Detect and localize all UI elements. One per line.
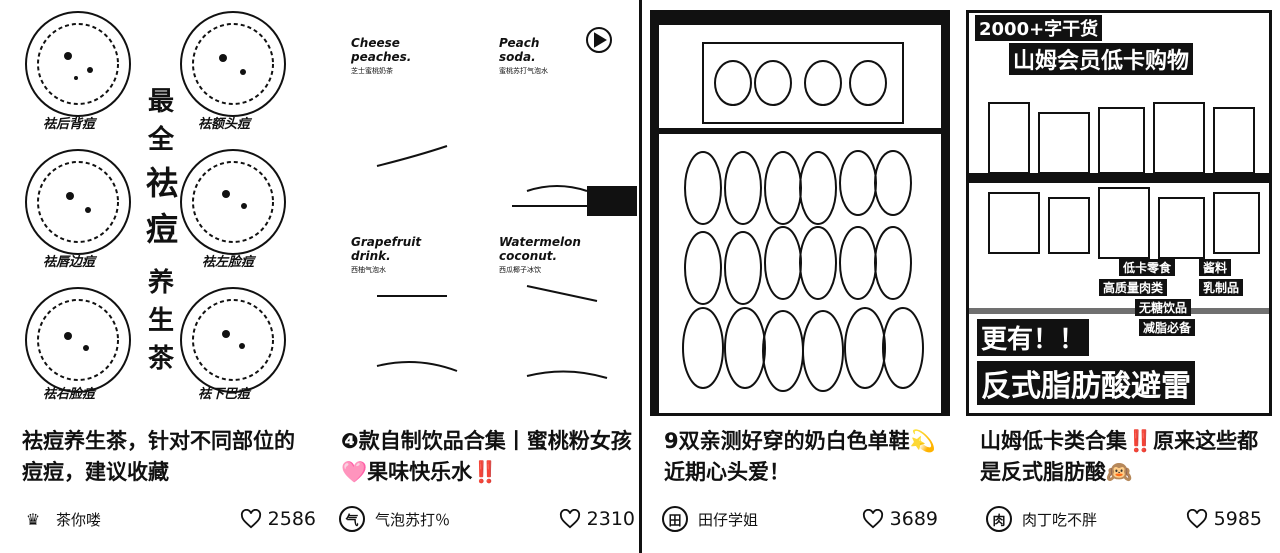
heart-icon[interactable] (1186, 509, 1208, 529)
cover-headline: 山姆会员低卡购物 (1009, 43, 1194, 75)
drink-subtitle: 西瓜椰子冰饮 (499, 266, 541, 274)
drink-subtitle: 芝士蜜桃奶茶 (351, 67, 393, 75)
shoes-photo (653, 13, 947, 413)
author[interactable]: ♛ 茶你喽 (20, 505, 101, 533)
drink-subtitle: 西柚气泡水 (351, 266, 386, 274)
drink-name: Cheese peaches. (351, 36, 412, 64)
drink-name: Watermelon coconut. (499, 235, 581, 263)
bowl-label: 祛下巴痘 (198, 387, 251, 402)
like-button[interactable]: 3689 (862, 505, 938, 533)
author-name[interactable]: 田仔学姐 (698, 510, 759, 529)
cover-sub-headline: 更有！！ (977, 319, 1090, 356)
drink-subtitle: 蜜桃苏打气泡水 (499, 67, 548, 75)
like-count: 5985 (1213, 508, 1262, 530)
like-count: 2310 (586, 508, 635, 530)
like-button[interactable]: 5985 (1186, 505, 1262, 533)
note-cover-image[interactable] (650, 10, 950, 416)
cover-char: 痘 (146, 210, 179, 248)
note-card[interactable]: 2000+字干货 山姆会员低卡购物 低卡零食 酱料 高质量肉类 乳制品 无糖饮品… (966, 0, 1272, 553)
bowl-label: 祛右脸痘 (43, 387, 96, 402)
note-card[interactable]: Cheese peaches. 芝士蜜桃奶茶 Peach soda. 蜜桃苏打气… (337, 0, 637, 553)
avatar[interactable]: ♛ (20, 506, 46, 532)
tea-bowls-illustration (25, 11, 286, 393)
column-divider (639, 0, 642, 553)
avatar[interactable]: 气 (339, 506, 365, 532)
cover-tag: 低卡零食 (1119, 259, 1176, 276)
heart-icon[interactable] (559, 509, 581, 529)
cover-top-banner: 2000+字干货 (975, 15, 1103, 41)
note-title[interactable]: 祛痘养生茶，针对不同部位的痘痘，建议收藏 (22, 429, 295, 484)
cover-tag: 无糖饮品 (1135, 299, 1192, 316)
bowl-label: 祛唇边痘 (43, 255, 96, 270)
cover-char: 全 (148, 125, 175, 155)
cover-char: 祛 (146, 164, 179, 202)
cover-char: 养 (148, 268, 175, 298)
bowl-label: 祛左脸痘 (202, 255, 255, 270)
drink-name: Peach soda. (499, 36, 540, 64)
cover-tag: 高质量肉类 (1099, 279, 1168, 296)
like-button[interactable]: 2586 (240, 505, 316, 533)
author-name[interactable]: 气泡苏打％ (375, 510, 451, 529)
heart-icon[interactable] (240, 509, 262, 529)
note-card[interactable]: 9双亲测好穿的奶白色单鞋💫近期心头爱！ 田 田仔学姐 3689 (650, 0, 950, 553)
bowl-label: 祛后背痘 (43, 117, 96, 132)
note-cover-image[interactable]: Cheese peaches. 芝士蜜桃奶茶 Peach soda. 蜜桃苏打气… (337, 6, 637, 410)
like-count: 3689 (889, 508, 938, 530)
sams-products-photo (969, 102, 1269, 314)
cover-char: 茶 (148, 344, 175, 374)
drinks-illustration (376, 27, 637, 379)
note-cover-image[interactable]: 2000+字干货 山姆会员低卡购物 低卡零食 酱料 高质量肉类 乳制品 无糖饮品… (966, 10, 1272, 416)
drink-name: Grapefruit drink. (351, 235, 422, 263)
avatar[interactable]: 肉 (986, 506, 1012, 532)
note-cover-image[interactable]: 祛后背痘 祛额头痘 祛唇边痘 祛左脸痘 祛右脸痘 祛下巴痘 最 全 祛 痘 养 … (18, 6, 318, 410)
like-count: 2586 (267, 508, 316, 530)
bowl-label: 祛额头痘 (198, 117, 251, 132)
author-name[interactable]: 肉丁吃不胖 (1022, 510, 1098, 529)
avatar[interactable]: 田 (662, 506, 688, 532)
author[interactable]: 气 气泡苏打％ (339, 505, 450, 533)
author-name[interactable]: 茶你喽 (56, 510, 102, 529)
author[interactable]: 田 田仔学姐 (662, 505, 758, 533)
note-card[interactable]: 祛后背痘 祛额头痘 祛唇边痘 祛左脸痘 祛右脸痘 祛下巴痘 最 全 祛 痘 养 … (18, 0, 318, 553)
author[interactable]: 肉 肉丁吃不胖 (986, 505, 1097, 533)
cover-tag: 减脂必备 (1139, 319, 1196, 336)
note-title[interactable]: ❹款自制饮品合集丨蜜桃粉女孩🩷果味快乐水‼️ (341, 429, 632, 484)
cover-tag: 酱料 (1199, 259, 1232, 276)
cover-char: 最 (148, 87, 175, 117)
like-button[interactable]: 2310 (559, 505, 635, 533)
cover-tag: 乳制品 (1199, 279, 1244, 296)
note-title[interactable]: 9双亲测好穿的奶白色单鞋💫近期心头爱！ (664, 429, 936, 484)
cover-char: 生 (148, 306, 175, 336)
cover-bottom-headline: 反式脂肪酸避雷 (977, 361, 1195, 405)
heart-icon[interactable] (862, 509, 884, 529)
note-title[interactable]: 山姆低卡类合集‼️原来这些都是反式脂肪酸🙉 (980, 429, 1259, 484)
